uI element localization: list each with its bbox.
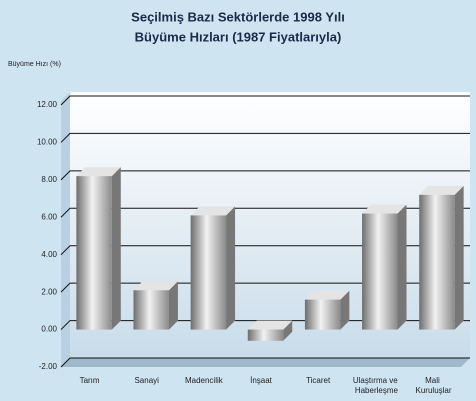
bar-top bbox=[304, 290, 350, 300]
bar-top bbox=[190, 206, 236, 216]
grid-line bbox=[60, 170, 470, 181]
y-tick-label: -2.00 bbox=[39, 362, 58, 371]
x-tick-label: İnşaat bbox=[250, 376, 273, 385]
side-wall bbox=[61, 92, 70, 367]
y-tick-label: 0.00 bbox=[41, 325, 57, 334]
x-tick-label: Sanayi bbox=[134, 376, 159, 385]
grid-line bbox=[60, 245, 470, 256]
bar-side bbox=[226, 206, 236, 330]
bar-side bbox=[340, 290, 350, 330]
floor bbox=[61, 358, 470, 367]
x-tick-label: Tarım bbox=[80, 376, 100, 385]
bar bbox=[133, 290, 169, 330]
y-tick-label: 2.00 bbox=[41, 287, 57, 296]
grid-line bbox=[60, 95, 470, 106]
bar bbox=[190, 215, 227, 330]
bar-side bbox=[168, 281, 178, 330]
grid-line bbox=[60, 282, 470, 293]
y-tick-label: 12.00 bbox=[37, 100, 58, 109]
bar bbox=[76, 176, 112, 330]
bar-top bbox=[419, 185, 464, 195]
back-wall bbox=[70, 92, 470, 358]
chart-subtitle: Büyüme Hızları (1987 Fiyatlarıyla) bbox=[135, 29, 342, 44]
bar-top bbox=[247, 320, 293, 330]
bar-side bbox=[454, 185, 464, 330]
x-tick-label: Ticaret bbox=[306, 376, 331, 385]
bar-top bbox=[362, 204, 407, 214]
y-tick-label: 6.00 bbox=[41, 212, 57, 221]
bar-side bbox=[397, 204, 407, 330]
x-tick-label: Ulaştırma ve Haberleşme bbox=[353, 376, 399, 395]
y-tick-label: 4.00 bbox=[41, 250, 57, 259]
bar bbox=[419, 194, 455, 330]
bar bbox=[247, 329, 284, 341]
y-tick-label: 10.00 bbox=[37, 138, 58, 147]
chart-title: Seçilmiş Bazı Sektörlerde 1998 Yılı bbox=[131, 9, 345, 24]
bar-side bbox=[111, 167, 121, 330]
y-axis-label: Büyüme Hızı (%) bbox=[8, 61, 61, 68]
grid-line bbox=[60, 357, 470, 368]
grid-line bbox=[60, 207, 470, 218]
x-tick-label: Madencilik bbox=[185, 376, 224, 385]
bar-side bbox=[283, 320, 293, 341]
grid-line bbox=[60, 132, 470, 143]
bar bbox=[362, 213, 398, 330]
y-tick-label: 8.00 bbox=[41, 175, 57, 184]
bar-top bbox=[133, 281, 178, 291]
bar bbox=[304, 299, 341, 330]
bar-top bbox=[76, 167, 121, 177]
x-tick-label: Mali Kuruluşlar bbox=[413, 376, 452, 395]
